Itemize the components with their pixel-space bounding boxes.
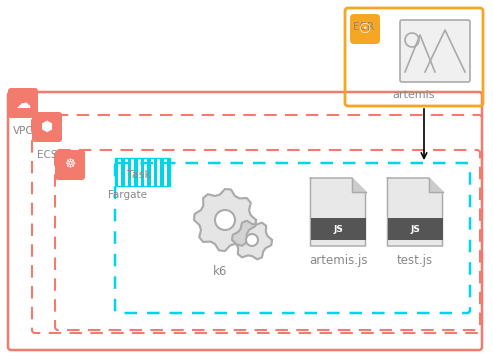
FancyBboxPatch shape (32, 112, 62, 142)
Bar (115, 158, 170, 186)
Text: VPC: VPC (13, 126, 34, 136)
Bar (115, 158, 118, 186)
Bar (160, 158, 164, 186)
Text: ☸: ☸ (65, 158, 75, 171)
Text: ECR: ECR (353, 22, 374, 32)
Text: test.js: test.js (397, 254, 433, 267)
Circle shape (246, 234, 258, 246)
Polygon shape (428, 178, 443, 192)
Bar (147, 158, 150, 186)
Text: Task: Task (127, 170, 151, 180)
Polygon shape (387, 178, 443, 246)
Bar (167, 158, 170, 186)
Bar (128, 158, 131, 186)
Text: k6: k6 (213, 265, 227, 278)
Bar (121, 158, 125, 186)
Polygon shape (194, 189, 256, 251)
Text: ☉: ☉ (359, 22, 371, 36)
Bar (311, 218, 365, 240)
Text: ☁: ☁ (15, 95, 31, 111)
FancyBboxPatch shape (8, 88, 38, 118)
Text: JS: JS (333, 225, 343, 234)
Bar (135, 158, 138, 186)
FancyBboxPatch shape (400, 20, 470, 82)
Text: ⬢: ⬢ (41, 120, 53, 134)
Bar (141, 158, 144, 186)
Circle shape (215, 210, 235, 230)
Text: artemis.js: artemis.js (309, 254, 367, 267)
Bar (387, 218, 443, 240)
Polygon shape (232, 221, 272, 259)
Text: JS: JS (410, 225, 420, 234)
Text: Fargate: Fargate (108, 190, 147, 200)
Text: ECS: ECS (37, 150, 57, 160)
Text: artemis: artemis (393, 90, 435, 100)
FancyBboxPatch shape (350, 14, 380, 44)
Polygon shape (311, 178, 365, 246)
Polygon shape (352, 178, 365, 192)
FancyBboxPatch shape (55, 150, 85, 180)
Bar (154, 158, 157, 186)
